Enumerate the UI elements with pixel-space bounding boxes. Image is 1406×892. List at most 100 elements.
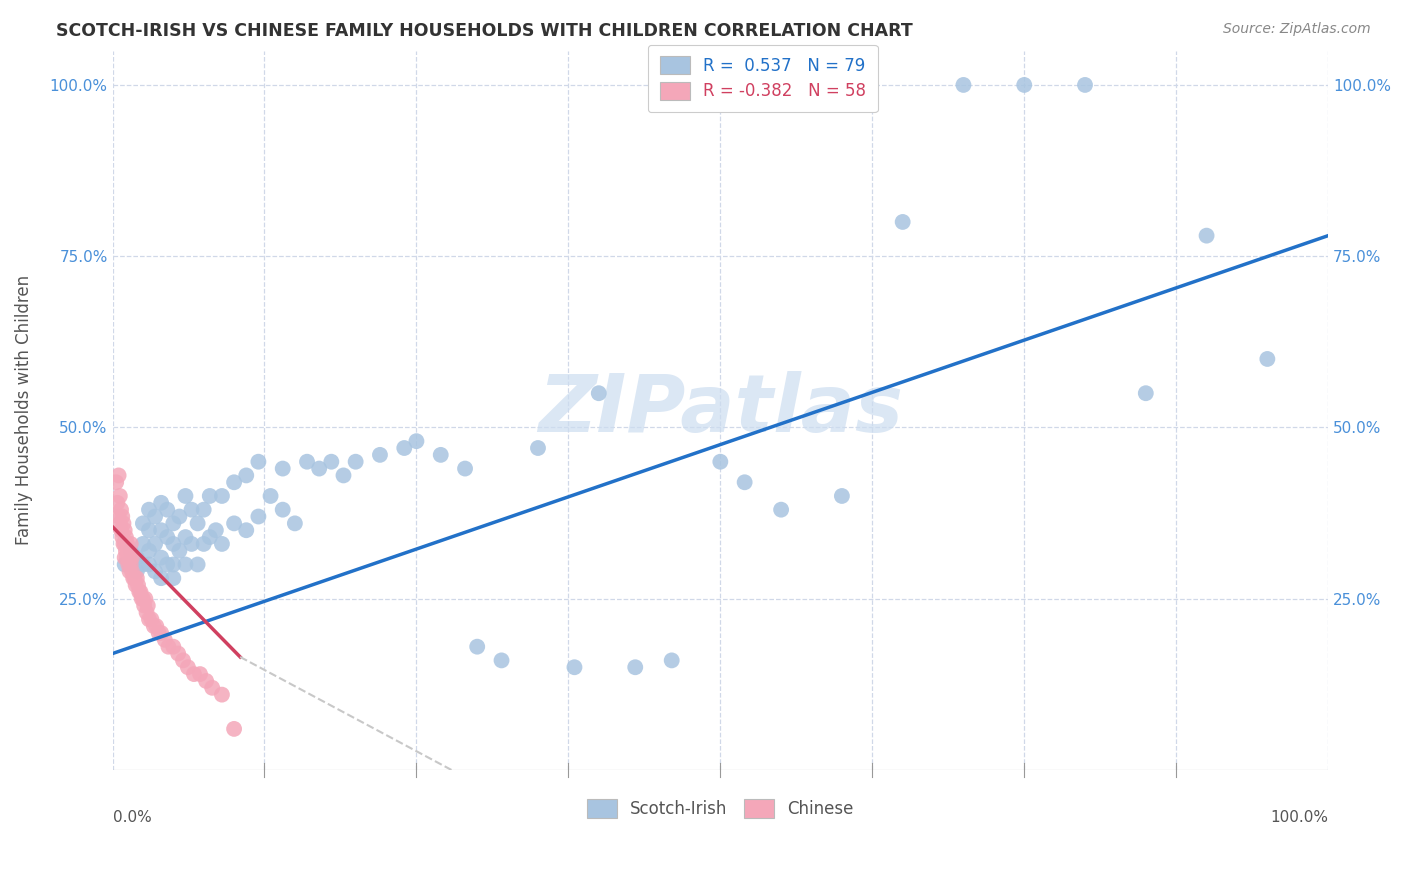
Point [271,502,294,516]
Point [1012,78,1035,92]
Point [125,571,148,585]
Point [162,516,184,531]
Point [167,647,190,661]
Point [198,530,221,544]
Point [115,530,138,544]
Point [177,660,200,674]
Point [138,558,160,572]
Point [136,599,159,613]
Point [1195,228,1218,243]
Point [134,599,156,613]
Point [952,78,974,92]
Point [465,640,488,654]
Point [115,537,138,551]
Point [169,509,191,524]
Point [405,434,427,449]
Legend: Scotch-Irish, Chinese: Scotch-Irish, Chinese [578,791,862,826]
Point [174,530,197,544]
Point [1135,386,1157,401]
Point [295,455,318,469]
Point [157,640,180,654]
Point [588,386,610,401]
Point [135,606,157,620]
Point [143,565,166,579]
Point [138,523,160,537]
Point [110,502,132,516]
Point [271,461,294,475]
Point [142,619,165,633]
Point [115,543,138,558]
Point [205,523,228,537]
Point [115,550,138,565]
Point [831,489,853,503]
Point [661,653,683,667]
Point [624,660,647,674]
Point [201,681,224,695]
Point [110,523,132,537]
Point [308,461,330,475]
Point [150,496,173,510]
Point [143,537,166,551]
Point [247,455,270,469]
Point [107,468,129,483]
Point [187,558,209,572]
Point [198,489,221,503]
Point [150,523,173,537]
Point [124,578,146,592]
Point [112,516,135,531]
Point [108,516,131,531]
Point [108,489,131,503]
Point [117,543,139,558]
Text: Source: ZipAtlas.com: Source: ZipAtlas.com [1223,22,1371,37]
Point [162,640,184,654]
Point [150,571,173,585]
Point [162,571,184,585]
Point [150,626,173,640]
Point [172,653,194,667]
Point [156,502,179,516]
Point [1074,78,1097,92]
Point [120,537,142,551]
Point [148,626,170,640]
Point [183,667,205,681]
Point [114,537,136,551]
Point [891,215,914,229]
Point [368,448,391,462]
Point [138,612,160,626]
Text: ZIPatlas: ZIPatlas [538,371,903,450]
Point [222,475,245,490]
Text: SCOTCH-IRISH VS CHINESE FAMILY HOUSEHOLDS WITH CHILDREN CORRELATION CHART: SCOTCH-IRISH VS CHINESE FAMILY HOUSEHOLD… [56,22,912,40]
Point [169,543,191,558]
Point [180,537,202,551]
Point [394,441,416,455]
Point [332,468,354,483]
Point [429,448,451,462]
Point [141,612,163,626]
Point [321,455,343,469]
Point [112,537,135,551]
Point [259,489,281,503]
Point [222,516,245,531]
Point [211,537,233,551]
Point [180,502,202,516]
Point [195,673,218,688]
Point [150,550,173,565]
Point [132,537,155,551]
Point [235,468,257,483]
Point [114,558,136,572]
Point [121,550,143,565]
Point [132,591,155,606]
Point [162,558,184,572]
Point [709,455,731,469]
Point [127,578,149,592]
Point [105,496,128,510]
Point [132,516,155,531]
Point [491,653,513,667]
Point [118,550,141,565]
Point [211,688,233,702]
Point [156,558,179,572]
Point [527,441,550,455]
Point [125,550,148,565]
Point [187,516,209,531]
Point [162,537,184,551]
